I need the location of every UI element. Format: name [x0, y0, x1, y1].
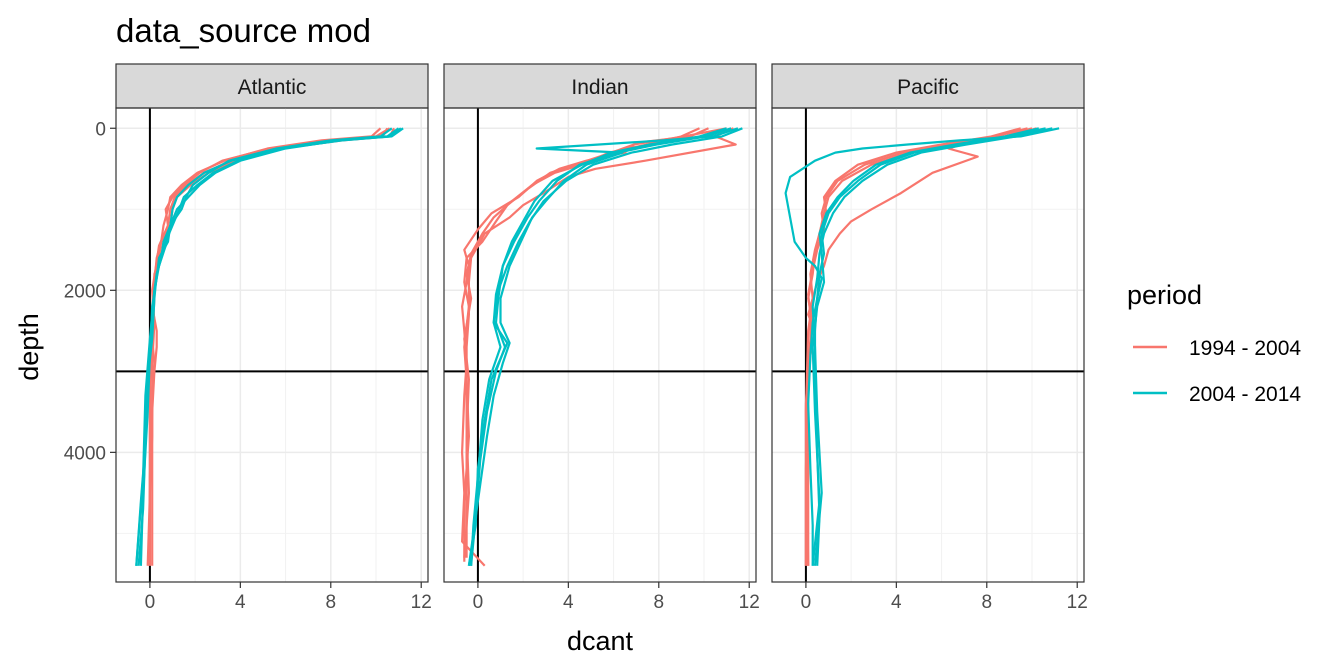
panel-border-indian — [443, 107, 757, 583]
series-line-pacific-8 — [811, 127, 1040, 566]
series-line-atlantic-8 — [135, 127, 402, 566]
series-line-indian-1 — [461, 127, 709, 567]
x-tick-label: 8 — [653, 592, 664, 613]
y-tick-label: 2000 — [64, 281, 106, 302]
x-tick-label: 4 — [563, 592, 574, 613]
strip-label-indian: Indian — [571, 76, 628, 99]
series-line-indian-8 — [470, 127, 727, 566]
strip-label-atlantic: Atlantic — [238, 76, 307, 99]
x-tick-label: 0 — [801, 592, 812, 613]
series-line-pacific-3 — [804, 127, 1028, 566]
x-tick-label: 12 — [1067, 592, 1088, 613]
strip-pacific — [771, 63, 1085, 109]
x-tick-label: 4 — [891, 592, 902, 613]
strip-atlantic — [115, 63, 429, 109]
x-tick-label: 0 — [473, 592, 484, 613]
series-line-pacific-6 — [813, 127, 1046, 566]
x-tick-label: 8 — [325, 592, 336, 613]
series-line-atlantic-2 — [148, 127, 382, 566]
strip-label-pacific: Pacific — [897, 76, 959, 99]
series-line-indian-7 — [467, 127, 743, 566]
series-line-indian-6 — [470, 127, 732, 566]
y-tick-label: 0 — [95, 119, 106, 140]
panel-atlantic: Atlantic 0 4 8 12 0 2000 4000 — [64, 63, 432, 613]
legend-title: period — [1127, 280, 1202, 310]
x-tick-label: 4 — [235, 592, 246, 613]
x-tick-label: 12 — [739, 592, 760, 613]
legend-label-2004-2014: 2004 - 2014 — [1189, 383, 1301, 406]
legend: period 1994 - 2004 2004 - 2014 — [1127, 280, 1301, 406]
series-line-indian-5 — [467, 127, 739, 566]
series-line-pacific-7 — [811, 127, 1053, 566]
y-axis-title: depth — [14, 313, 44, 381]
series-line-pacific-5 — [784, 127, 1060, 566]
y-tick-label: 4000 — [64, 443, 106, 464]
panel-border-pacific — [771, 107, 1085, 583]
chart-title: data_source mod — [116, 12, 371, 49]
x-axis-title: dcant — [567, 626, 634, 656]
x-tick-label: 0 — [145, 592, 156, 613]
panel-pacific: Pacific 0 4 8 12 — [771, 63, 1088, 613]
x-tick-label: 8 — [981, 592, 992, 613]
series-line-atlantic-1 — [146, 127, 389, 566]
series-line-atlantic-7 — [139, 127, 393, 566]
panel-border-atlantic — [115, 107, 429, 583]
x-tick-label: 12 — [411, 592, 432, 613]
panel-indian: Indian 0 4 8 12 — [443, 63, 760, 613]
legend-label-1994-2004: 1994 - 2004 — [1189, 337, 1301, 360]
series-line-pacific-2 — [804, 127, 1021, 566]
